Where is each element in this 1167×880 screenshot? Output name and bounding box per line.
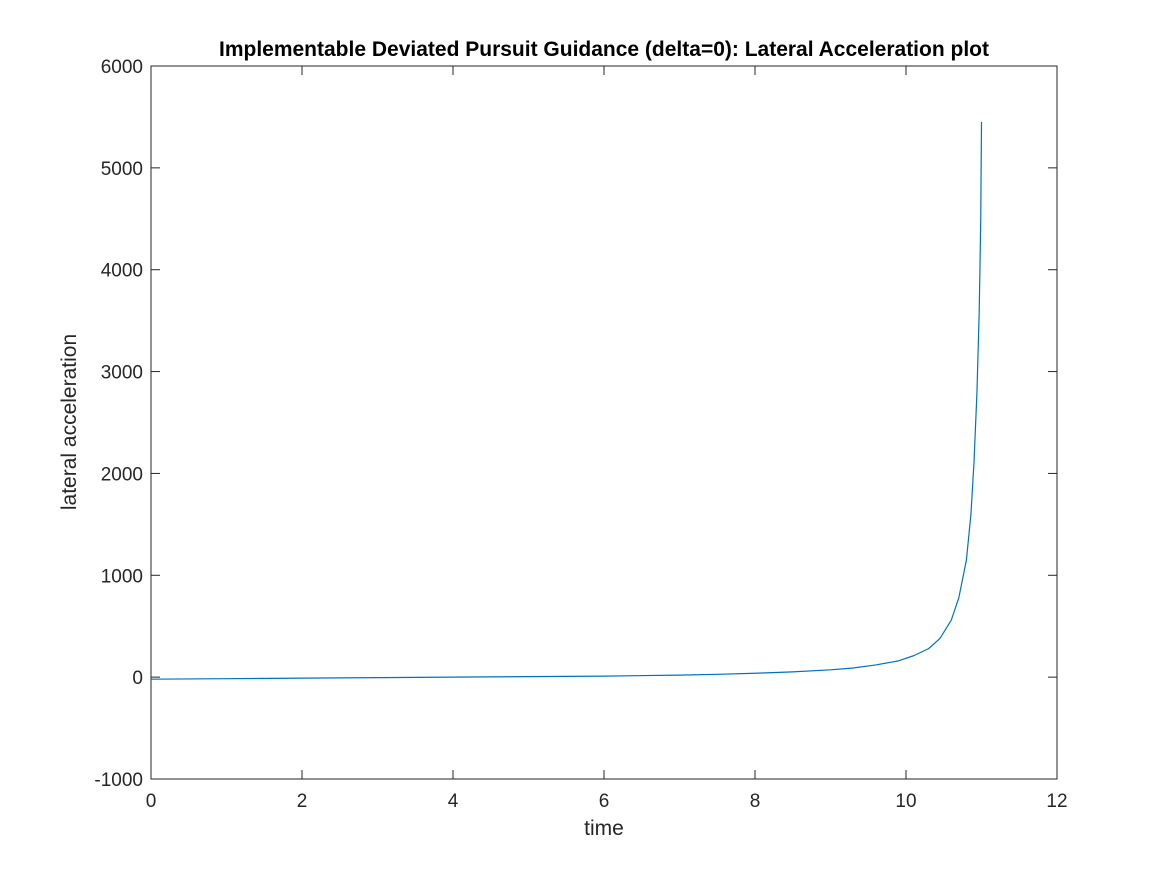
- plot-frame: [150, 65, 1058, 780]
- y-tick-label: 6000: [101, 57, 143, 78]
- y-tick-label: 4000: [101, 261, 143, 282]
- x-tick-label: 10: [895, 791, 916, 812]
- y-tick-label: -1000: [94, 770, 143, 791]
- x-axis-label: time: [584, 817, 624, 840]
- y-tick-label: 0: [132, 668, 143, 689]
- y-axis-label: lateral acceleration: [58, 334, 81, 510]
- x-tick-label: 12: [1046, 791, 1067, 812]
- x-tick-label: 0: [146, 791, 157, 812]
- x-tick-label: 2: [297, 791, 308, 812]
- x-tick-label: 4: [448, 791, 459, 812]
- chart-title: Implementable Deviated Pursuit Guidance …: [219, 38, 989, 61]
- y-tick-label: 5000: [101, 159, 143, 180]
- y-tick-label: 3000: [101, 363, 143, 384]
- y-tick-label: 1000: [101, 566, 143, 587]
- axis-ticks: [150, 65, 1058, 780]
- y-tick-label: 2000: [101, 464, 143, 485]
- series-line: [150, 122, 983, 680]
- series-group: [150, 122, 983, 680]
- x-tick-label: 8: [750, 791, 761, 812]
- x-tick-label: 6: [599, 791, 610, 812]
